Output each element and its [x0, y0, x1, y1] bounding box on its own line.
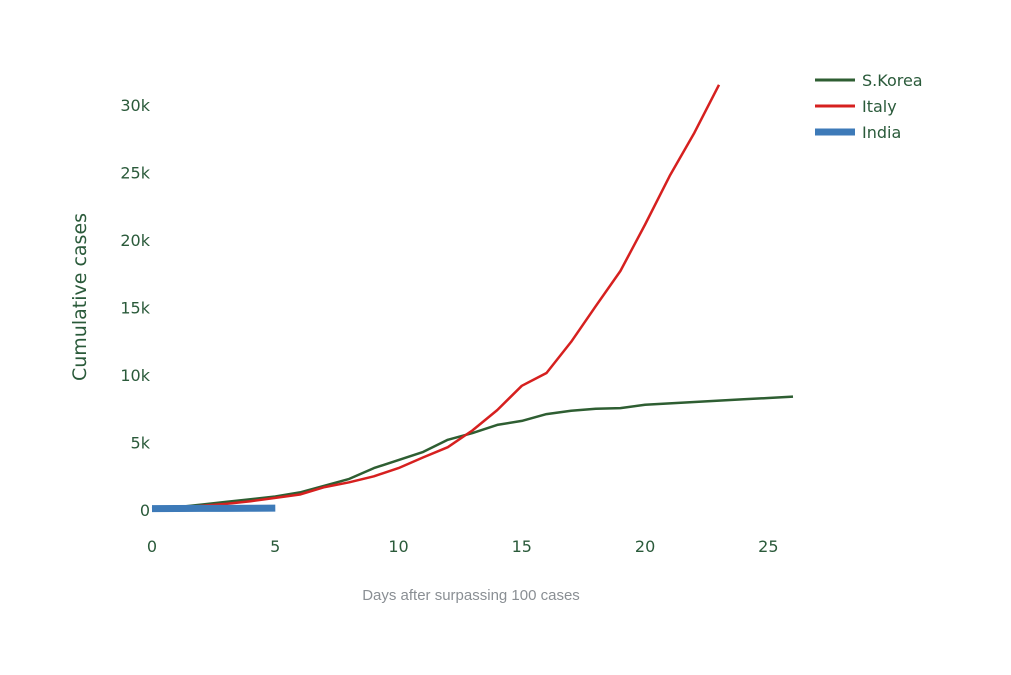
- y-tick-label: 20k: [120, 231, 150, 250]
- x-tick-label: 15: [512, 537, 532, 556]
- x-tick-label: 10: [388, 537, 408, 556]
- y-tick-label: 25k: [120, 164, 150, 183]
- legend-item-india[interactable]: India: [815, 123, 901, 142]
- plot-area: [151, 84, 794, 513]
- y-tick-label: 30k: [120, 96, 150, 115]
- series-line-s-korea: [151, 395, 794, 510]
- x-tick-label: 25: [758, 537, 778, 556]
- legend-label: Italy: [862, 97, 897, 116]
- legend-label: India: [862, 123, 901, 142]
- x-tick-label: 20: [635, 537, 655, 556]
- y-tick-label: 5k: [131, 434, 151, 453]
- y-axis: 0 5k 10k 15k 20k 25k 30k: [120, 96, 150, 520]
- series-line-india: [151, 504, 276, 513]
- legend-item-italy[interactable]: Italy: [815, 97, 897, 116]
- x-tick-label: 0: [147, 537, 157, 556]
- legend-item-s-korea[interactable]: S.Korea: [815, 71, 923, 90]
- x-axis: 0 5 10 15 20 25: [147, 537, 779, 556]
- legend[interactable]: S.Korea Italy India: [815, 71, 923, 142]
- y-tick-label: 15k: [120, 299, 150, 318]
- y-tick-label: 0: [140, 501, 150, 520]
- legend-label: S.Korea: [862, 71, 923, 90]
- y-tick-label: 10k: [120, 366, 150, 385]
- x-axis-title: Days after surpassing 100 cases: [362, 587, 580, 604]
- x-tick-label: 5: [270, 537, 280, 556]
- series-line-italy: [151, 84, 721, 510]
- y-axis-title: Cumulative cases: [69, 213, 91, 381]
